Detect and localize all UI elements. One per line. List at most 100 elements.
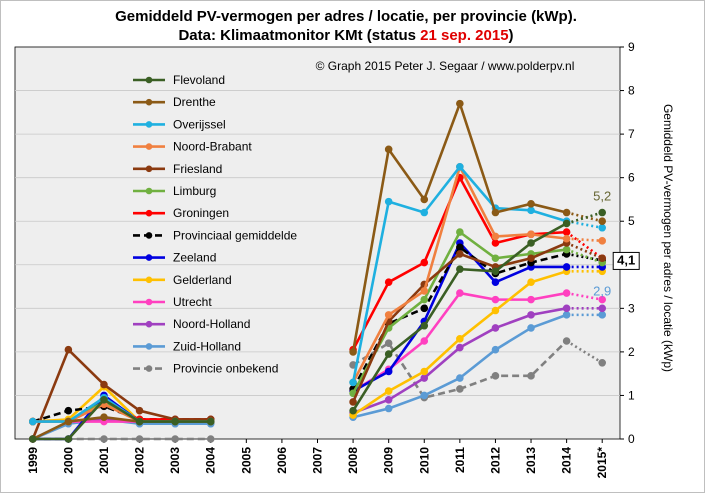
data-point (527, 278, 535, 287)
x-tick-label: 2009 (382, 447, 396, 474)
legend-label: Limburg (173, 184, 216, 198)
data-point (384, 404, 393, 413)
data-point (527, 239, 535, 247)
data-point (491, 278, 500, 287)
x-tick-label: 2003 (168, 447, 182, 474)
data-point (562, 208, 571, 217)
x-tick-label: 2004 (204, 447, 218, 474)
series-projection (565, 231, 603, 260)
data-point (420, 391, 429, 400)
data-point (100, 435, 108, 443)
legend-label: Gelderland (173, 273, 232, 287)
data-point (135, 435, 144, 443)
legend-marker (145, 76, 153, 84)
legend-item: Friesland (133, 162, 222, 176)
legend-marker (145, 121, 153, 128)
x-tick-label: 2013 (524, 447, 538, 474)
data-point (420, 208, 429, 217)
chart-title: Gemiddeld PV-vermogen per adres / locati… (115, 8, 577, 25)
y-tick-label: 6 (628, 171, 635, 185)
data-point (456, 250, 464, 258)
data-point (527, 311, 535, 319)
legend-label: Zeeland (173, 251, 216, 265)
data-point (171, 417, 179, 426)
data-point (562, 289, 571, 297)
series-projection (566, 241, 603, 260)
data-point (420, 337, 429, 345)
data-point (527, 230, 535, 239)
data-point (598, 254, 607, 263)
data-point (384, 339, 393, 347)
data-point (491, 295, 500, 304)
x-tick-label: 2012 (488, 447, 502, 474)
data-point (562, 245, 571, 254)
data-point (491, 232, 500, 241)
legend-marker (145, 298, 153, 306)
legend-item: Drenthe (133, 95, 216, 109)
y-tick-label: 9 (628, 40, 635, 54)
data-point (598, 208, 607, 217)
data-point (349, 378, 357, 387)
legend-label: Drenthe (173, 95, 216, 109)
data-point (456, 289, 464, 297)
data-point (28, 435, 37, 443)
data-point (420, 374, 429, 382)
y-tick-label: 2 (628, 345, 635, 359)
data-point (598, 295, 607, 304)
data-point (527, 254, 535, 263)
data-point (527, 206, 535, 215)
y-tick-label: 7 (628, 127, 635, 141)
data-point (349, 406, 357, 415)
data-point (420, 321, 429, 330)
data-point (100, 380, 108, 389)
legend-label: Friesland (173, 162, 222, 176)
data-point (562, 228, 571, 236)
data-point (598, 237, 607, 245)
data-point (420, 304, 429, 313)
data-point (420, 367, 429, 376)
data-point (491, 324, 500, 332)
plot-area (14, 46, 621, 440)
chart-subtitle: Data: Klimaatmonitor KMt (status 21 sep.… (178, 27, 513, 44)
x-tick-label: 2005 (239, 447, 253, 474)
data-point (135, 417, 144, 426)
data-point (64, 435, 73, 443)
data-point (598, 358, 607, 367)
annotation-box (612, 251, 640, 270)
data-point (562, 311, 571, 319)
data-point (562, 337, 571, 345)
annotation-label: 4,1 (617, 252, 635, 267)
legend-item: Noord-Holland (133, 317, 250, 331)
data-point (562, 234, 571, 243)
data-point (491, 345, 500, 354)
data-point (420, 195, 429, 204)
data-point (456, 385, 464, 393)
data-point (456, 374, 464, 382)
y-axis-label: Gemiddeld PV-vermogen per adres / locati… (661, 104, 675, 372)
x-tick-label: 2010 (417, 447, 431, 474)
data-point (456, 228, 464, 236)
x-tick-label: 2007 (311, 447, 325, 474)
legend-label: Provincie onbekend (173, 362, 278, 376)
data-point (384, 350, 393, 358)
series-projection (566, 211, 603, 225)
data-point (64, 406, 73, 415)
data-point (384, 278, 393, 287)
legend-item: Zuid-Holland (133, 339, 241, 353)
legend-marker (145, 254, 153, 261)
series-projection (566, 237, 603, 243)
y-tick-label: 8 (628, 84, 635, 98)
data-point (456, 99, 464, 108)
legend-marker (145, 187, 153, 195)
x-tick-label: 2001 (97, 447, 111, 474)
legend-marker (145, 320, 153, 328)
x-tick-label: 2014 (560, 447, 574, 474)
x-tick-label: 2015* (595, 447, 609, 479)
x-tick-label: 2002 (133, 447, 147, 474)
legend-label: Groningen (173, 206, 229, 220)
data-point (456, 265, 464, 273)
legend-item: Utrecht (133, 295, 212, 309)
data-point (456, 243, 464, 252)
data-point (598, 217, 607, 226)
